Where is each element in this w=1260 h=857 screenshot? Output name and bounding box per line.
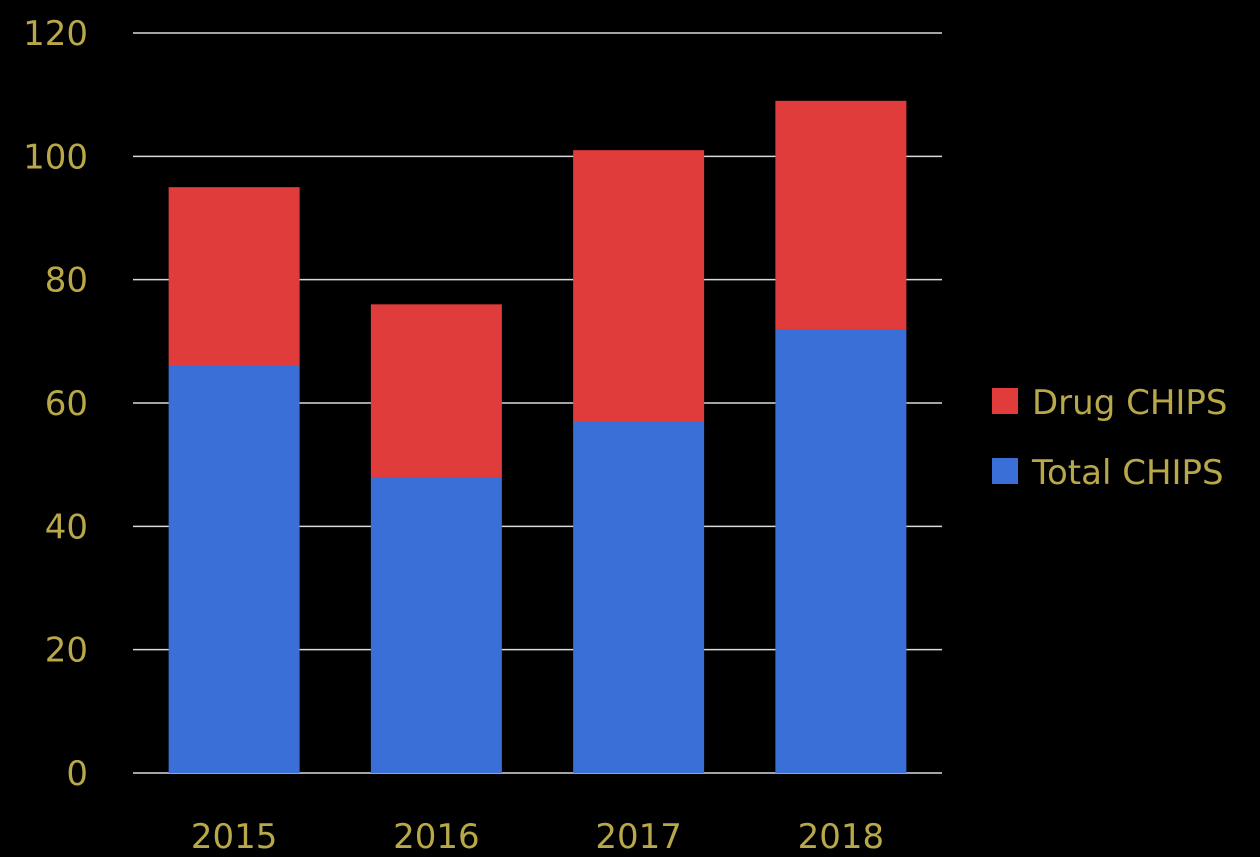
x-axis: 2015 2016 2017 2018 <box>191 817 884 857</box>
y-tick-label: 120 <box>23 14 88 54</box>
x-tick-label: 2018 <box>798 817 885 857</box>
y-tick-label: 60 <box>45 384 88 424</box>
x-tick-label: 2017 <box>595 817 682 857</box>
legend-label: Drug CHIPS <box>1032 383 1228 423</box>
bar-segment-drug-chips <box>573 150 705 422</box>
legend-swatch <box>992 388 1018 414</box>
legend: Drug CHIPS Total CHIPS <box>992 383 1228 493</box>
y-tick-label: 100 <box>23 137 88 177</box>
bar-segment-total-chips <box>168 366 300 773</box>
bar-segment-drug-chips <box>775 100 907 329</box>
y-tick-label: 20 <box>45 631 88 671</box>
y-tick-label: 0 <box>66 754 88 794</box>
legend-swatch <box>992 458 1018 484</box>
bar-segment-drug-chips <box>168 187 300 366</box>
y-tick-label: 80 <box>45 261 88 301</box>
bar-segment-total-chips <box>370 477 502 773</box>
legend-label: Total CHIPS <box>1031 453 1224 493</box>
bar-segment-total-chips <box>775 329 907 773</box>
bars <box>168 100 907 773</box>
y-axis: 0 20 40 60 80 100 120 <box>23 14 88 794</box>
y-tick-label: 40 <box>45 507 88 547</box>
bar-segment-total-chips <box>573 421 705 773</box>
x-tick-label: 2016 <box>393 817 480 857</box>
bar-segment-drug-chips <box>370 304 502 477</box>
x-tick-label: 2015 <box>191 817 278 857</box>
